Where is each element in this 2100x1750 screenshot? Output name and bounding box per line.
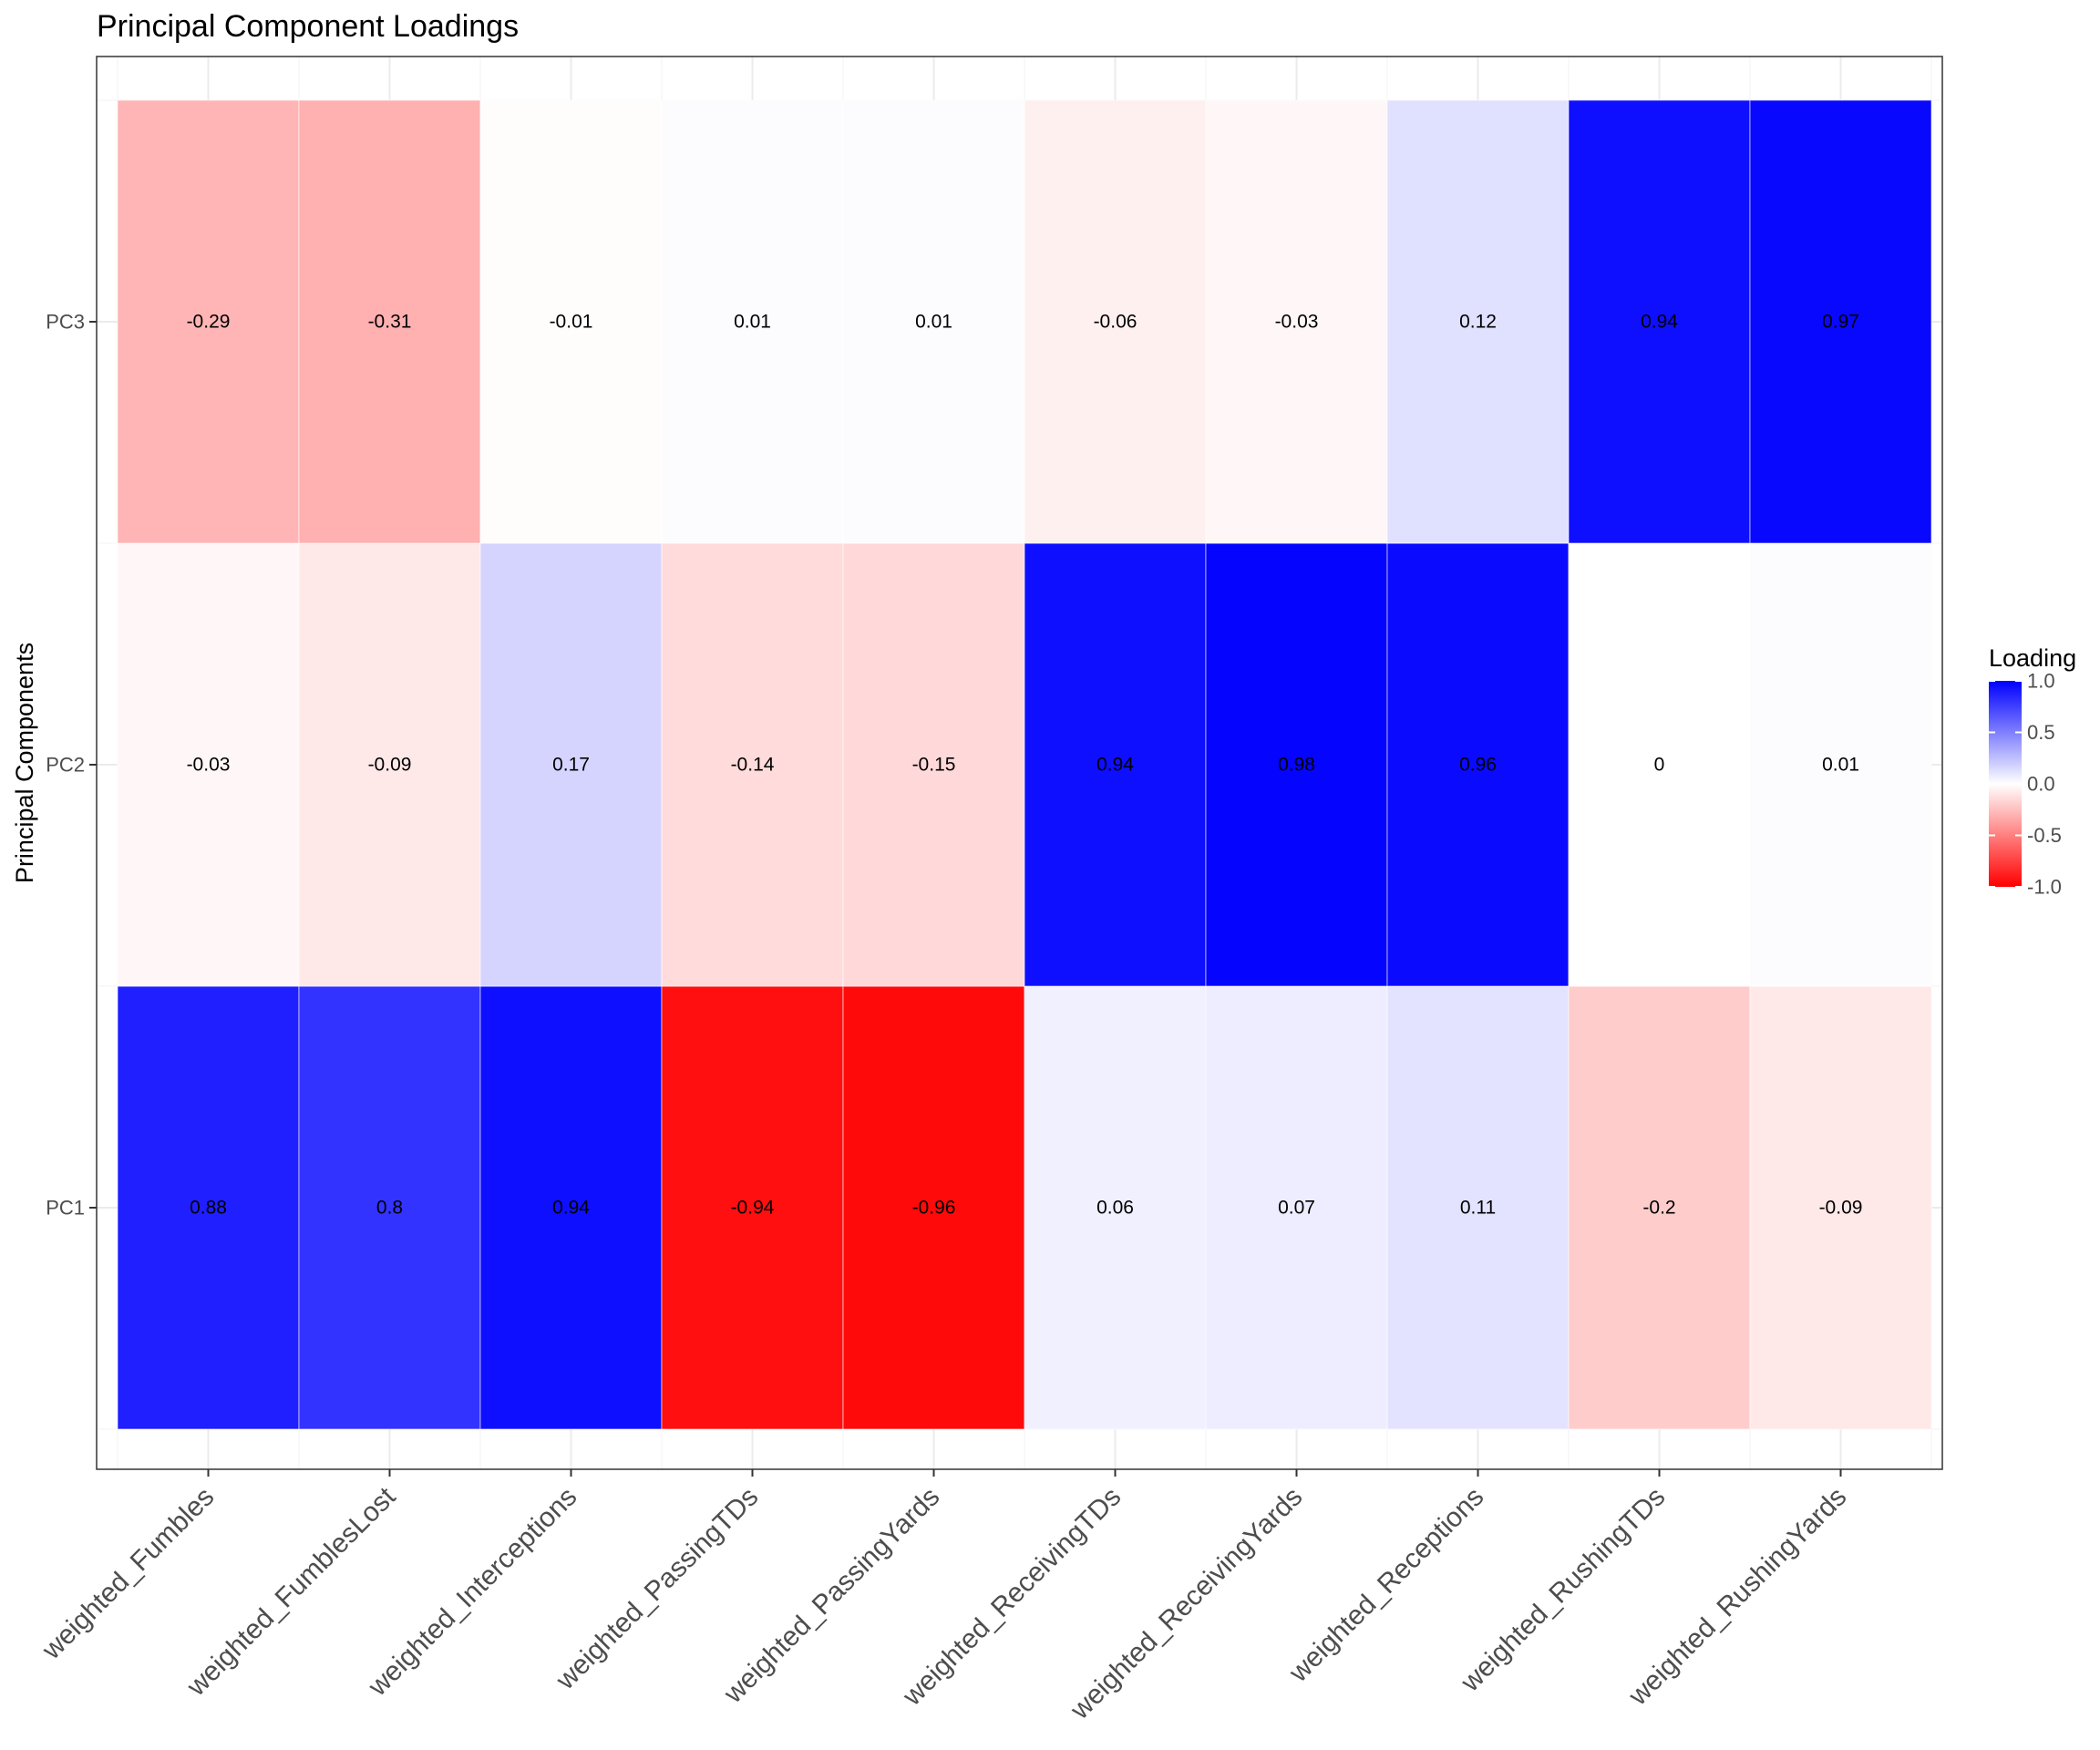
- legend-tick-label: -1.0: [2027, 876, 2062, 899]
- y-tick-label: PC1: [46, 1197, 85, 1220]
- heatmap-cell: [1749, 542, 1932, 987]
- cell-value-label: -0.09: [368, 755, 412, 776]
- heatmap-cell: [117, 99, 300, 544]
- cell-value-label: -0.09: [1819, 1198, 1863, 1219]
- heatmap-cell: [479, 99, 663, 544]
- cell-value-label: 0.01: [1822, 755, 1859, 776]
- cell-value-label: 0.01: [915, 312, 952, 333]
- cell-value-label: -0.96: [912, 1198, 956, 1219]
- heatmap-cell: [1205, 985, 1388, 1430]
- heatmap-cell: [1205, 542, 1388, 987]
- cell-value-label: -0.01: [550, 312, 593, 333]
- cell-value-label: 0: [1654, 755, 1665, 776]
- cell-value-label: 0.96: [1459, 755, 1497, 776]
- cell-value-label: -0.29: [187, 312, 231, 333]
- y-tick-label: PC2: [46, 754, 85, 777]
- heatmap-cell: [1386, 985, 1570, 1430]
- cell-value-label: -0.31: [368, 312, 412, 333]
- heatmap-cell: [1386, 542, 1570, 987]
- heatmap-cell: [117, 985, 300, 1430]
- y-tick-label: PC3: [46, 311, 85, 334]
- heatmap-cell: [1568, 99, 1751, 544]
- cell-value-label: -0.15: [912, 755, 956, 776]
- legend-tick-label: 1.0: [2027, 670, 2055, 693]
- heatmap-cell: [661, 99, 844, 544]
- cell-value-label: 0.98: [1278, 755, 1315, 776]
- chart-title: Principal Component Loadings: [97, 9, 519, 44]
- heatmap-cell: [298, 542, 481, 987]
- cell-value-label: 0.94: [1096, 755, 1134, 776]
- cell-value-label: -0.03: [1275, 312, 1319, 333]
- legend-tick-label: 0.5: [2027, 721, 2055, 744]
- cell-value-label: -0.94: [731, 1198, 775, 1219]
- heatmap-cell: [1568, 985, 1751, 1430]
- heatmap-cell: [298, 99, 481, 544]
- cell-value-label: 0.07: [1278, 1198, 1315, 1219]
- cell-value-label: -0.03: [187, 755, 231, 776]
- heatmap-cell: [842, 542, 1025, 987]
- y-axis: PC1 PC2 PC3: [46, 311, 97, 1220]
- cell-value-label: 0.06: [1096, 1198, 1134, 1219]
- heatmap-cell: [117, 542, 300, 987]
- heatmap-cell: [1568, 542, 1751, 987]
- heatmap-cell: [1024, 99, 1207, 544]
- cell-value-label: 0.12: [1459, 312, 1497, 333]
- color-legend: Loading 1.0 0.5 0.0 -0.5 -1.0: [1989, 644, 2076, 899]
- heatmap-cell: [1386, 99, 1570, 544]
- heatmap-cell: [842, 985, 1025, 1430]
- cell-value-label: -0.14: [731, 755, 775, 776]
- cell-value-label: 0.88: [190, 1198, 227, 1219]
- legend-tick-label: -0.5: [2027, 824, 2062, 847]
- cell-labels: 0.88 0.8 0.94 -0.94 -0.96 0.06 0.07 0.11 -0.2 -0.…: [187, 312, 1863, 1219]
- y-axis-title: Principal Components: [11, 643, 38, 883]
- cell-value-label: 0.94: [1641, 312, 1678, 333]
- heatmap-cell: [1024, 542, 1207, 987]
- cell-value-label: -0.06: [1094, 312, 1138, 333]
- cell-value-label: 0.01: [734, 312, 771, 333]
- heatmap-cell: [1024, 985, 1207, 1430]
- heatmap-cell: [479, 542, 663, 987]
- cell-value-label: 0.8: [376, 1198, 403, 1219]
- cell-value-label: 0.17: [552, 755, 590, 776]
- legend-title: Loading: [1989, 644, 2076, 672]
- panel-border: [96, 56, 1943, 1470]
- cell-value-label: 0.97: [1822, 312, 1859, 333]
- heatmap-cell: [479, 985, 663, 1430]
- heatmap-cell: [1749, 985, 1932, 1430]
- cell-value-label: -0.2: [1642, 1198, 1675, 1219]
- heatmap-cell: [1749, 99, 1932, 544]
- heatmap-cells: [117, 99, 1932, 1430]
- cell-value-label: 0.11: [1460, 1198, 1496, 1219]
- heatmap-cell: [1205, 99, 1388, 544]
- heatmap-cell: [661, 542, 844, 987]
- legend-tick-label: 0.0: [2027, 773, 2055, 796]
- heatmap-cell: [661, 985, 844, 1430]
- cell-value-label: 0.94: [552, 1198, 590, 1219]
